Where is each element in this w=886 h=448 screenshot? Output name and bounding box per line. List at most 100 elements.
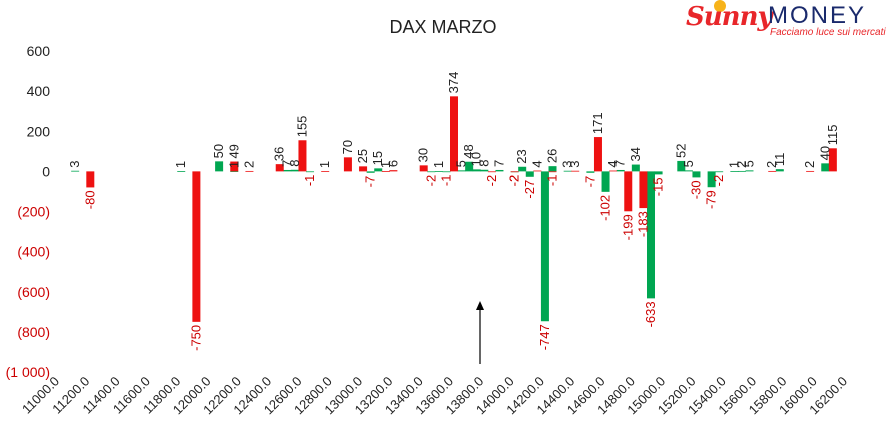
y-tick-label: (200)	[17, 204, 50, 220]
y-tick-label: 400	[27, 83, 51, 99]
data-label: -1	[545, 175, 560, 187]
data-label: 2	[764, 161, 779, 168]
bar	[631, 164, 640, 172]
bar	[245, 170, 254, 172]
data-label: 25	[355, 149, 370, 163]
bar	[677, 160, 686, 172]
data-label: -2	[484, 175, 499, 187]
data-label: 8	[476, 160, 491, 167]
data-label: 171	[590, 112, 605, 134]
data-label: 8	[287, 160, 302, 167]
bar	[419, 165, 428, 172]
bar	[290, 169, 299, 172]
data-label: 155	[294, 116, 309, 138]
data-label: 49	[226, 144, 241, 158]
data-label: 374	[446, 72, 461, 94]
data-label: 115	[825, 125, 840, 146]
y-tick-label: (400)	[17, 244, 50, 260]
bar	[616, 169, 625, 172]
bar	[495, 169, 504, 172]
data-label: 3	[560, 161, 575, 168]
annotation-arrow	[476, 301, 484, 364]
bar	[518, 166, 527, 172]
data-label: 5	[681, 160, 696, 167]
bar	[828, 148, 837, 172]
bar	[768, 170, 777, 172]
bar	[275, 164, 284, 172]
bar	[654, 171, 663, 175]
data-label: -15	[651, 177, 666, 196]
logo-tagline: Facciamo luce sui mercati	[770, 27, 886, 38]
data-label: -2	[507, 175, 522, 187]
data-label: 23	[514, 149, 529, 163]
bar	[548, 171, 557, 173]
data-label: 15	[370, 151, 385, 165]
bar	[601, 171, 610, 192]
y-axis: 600 400 200 0 (200) (400) (600) (800) (1 000)	[6, 43, 51, 380]
bar	[427, 171, 436, 173]
x-axis: 11000.011200.011400.011600.011800.012000…	[19, 374, 850, 418]
data-label: 1	[173, 161, 188, 168]
bar	[389, 170, 398, 172]
chart-title: DAX MARZO	[389, 17, 496, 37]
bar	[359, 166, 368, 172]
bar	[366, 171, 375, 173]
sunny-money-logo: Sunny MONEY Facciamo luce sui mercati	[684, 0, 886, 42]
data-label: 34	[628, 147, 643, 161]
data-label: 4	[605, 160, 620, 167]
bar	[806, 170, 815, 172]
bar	[639, 171, 648, 209]
data-label: 4	[529, 160, 544, 167]
data-label: 1	[431, 161, 446, 168]
bar	[548, 166, 557, 172]
bar	[442, 171, 451, 173]
data-label: 1	[317, 161, 332, 168]
bar	[510, 171, 519, 173]
bar	[374, 168, 383, 172]
bar	[298, 140, 307, 172]
data-label: -27	[522, 180, 537, 199]
bar	[745, 170, 754, 172]
data-label: -199	[620, 214, 635, 240]
y-tick-label: (600)	[17, 284, 50, 300]
bar	[563, 170, 572, 172]
data-label: -79	[704, 190, 719, 209]
bar	[321, 171, 330, 172]
bar	[609, 170, 618, 172]
bar	[775, 169, 784, 172]
data-label: -7	[363, 176, 378, 188]
y-tick-label: 200	[27, 123, 51, 139]
sun-icon	[714, 0, 726, 12]
bar	[283, 169, 292, 172]
data-label: 30	[416, 148, 431, 162]
bar	[715, 171, 724, 173]
data-label: 1	[726, 161, 741, 168]
data-label: 48	[461, 144, 476, 158]
data-label: -750	[188, 325, 203, 351]
data-label: -183	[635, 211, 650, 237]
data-label: 2	[734, 161, 749, 168]
data-label: 5	[454, 160, 469, 167]
data-label: 6	[385, 160, 400, 167]
data-label: 3	[567, 161, 582, 168]
data-label: -633	[643, 301, 658, 327]
data-label: 1	[226, 161, 241, 168]
data-label: 7	[613, 160, 628, 167]
bar	[707, 171, 716, 188]
bar	[457, 170, 466, 172]
bar	[525, 171, 534, 177]
data-label: 1	[378, 161, 393, 168]
bar	[306, 171, 315, 173]
data-label: -2	[507, 175, 522, 187]
y-tick-label: (800)	[17, 324, 50, 340]
data-label: -30	[688, 180, 703, 199]
bar	[450, 96, 458, 172]
bar	[684, 170, 693, 172]
bar	[487, 171, 496, 173]
data-label: 50	[211, 144, 226, 158]
bar	[71, 170, 80, 172]
data-label: 70	[340, 140, 355, 154]
bar	[343, 157, 352, 172]
data-label: 40	[817, 146, 832, 160]
